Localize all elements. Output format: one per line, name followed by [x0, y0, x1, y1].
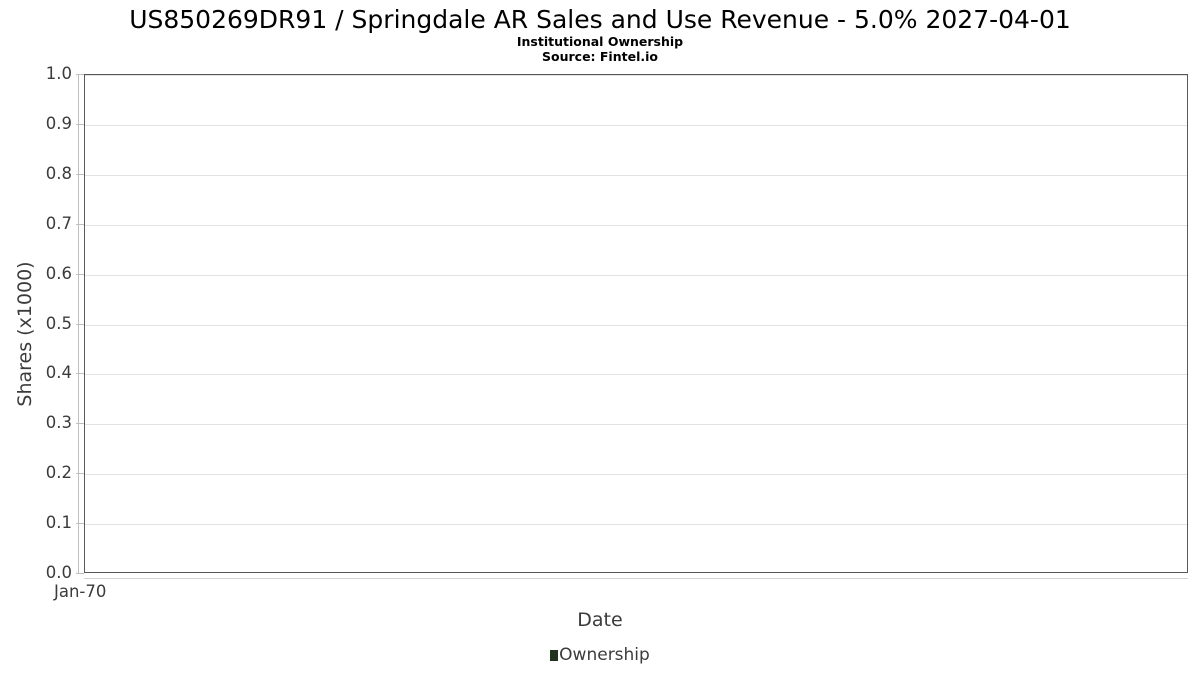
y-axis-tick-mark — [76, 573, 84, 574]
gridline — [85, 274, 1187, 276]
y-axis-tick-label: 0.7 — [45, 213, 72, 233]
y-axis-tick-mark — [76, 74, 84, 75]
legend-item[interactable]: Ownership — [550, 647, 650, 664]
chart-source-note: Source: Fintel.io — [542, 48, 658, 64]
y-axis-tick-label: 0.0 — [45, 563, 72, 582]
gridline — [85, 374, 1187, 376]
gridline — [85, 174, 1187, 176]
chart-title-block: US850269DR91 / Springdale AR Sales and U… — [0, 0, 1200, 64]
gridline — [85, 424, 1187, 426]
y-axis-tick-mark — [76, 223, 84, 225]
gridline — [85, 124, 1187, 126]
y-axis-tick-mark — [76, 273, 84, 275]
y-axis-tick-label: 0.3 — [45, 413, 72, 433]
y-axis-tick-label: 1.0 — [45, 64, 72, 83]
y-axis-tick-label: 0.8 — [45, 163, 72, 183]
y-axis-tick-mark — [76, 523, 84, 525]
y-axis-tick-mark — [76, 423, 84, 425]
gridline — [85, 324, 1187, 326]
y-axis-tick-label: 0.4 — [45, 363, 72, 383]
x-axis-tick-label: Jan-70 — [54, 582, 107, 601]
y-axis-tick-mark — [76, 173, 84, 175]
y-axis-tick-mark — [76, 123, 84, 125]
gridline — [85, 75, 1187, 76]
y-axis-tick-label: 0.6 — [45, 263, 72, 283]
chart-legend: Ownership — [0, 647, 1200, 664]
legend-item-label: Ownership — [559, 645, 650, 665]
y-axis-tick-label: 0.9 — [45, 113, 72, 133]
gridline — [85, 224, 1187, 226]
chart-title: US850269DR91 / Springdale AR Sales and U… — [129, 5, 1071, 34]
y-axis-tick-label: 0.1 — [45, 513, 72, 533]
y-axis-tick-mark — [76, 323, 84, 325]
plot-area[interactable] — [84, 74, 1188, 573]
y-axis-tick-label: 0.2 — [45, 463, 72, 483]
gridline — [85, 524, 1187, 526]
y-axis-tick-mark — [76, 373, 84, 375]
y-axis-title: Shares (x1000) — [14, 261, 36, 407]
chart-subtitle: Institutional Ownership — [516, 34, 684, 49]
x-axis-baseline-rule — [84, 578, 1188, 579]
x-axis-title: Date — [577, 609, 623, 631]
y-axis-tick-labels: 1.0 0.9 0.8 0.7 0.6 0.5 0.4 0.3 0.2 0.1 0.0 — [0, 0, 72, 675]
y-axis-tick-mark — [76, 473, 84, 475]
y-axis-tick-marks — [76, 74, 84, 574]
y-axis-tick-label: 0.5 — [45, 313, 72, 333]
gridline — [85, 474, 1187, 476]
legend-swatch-icon — [550, 650, 559, 661]
